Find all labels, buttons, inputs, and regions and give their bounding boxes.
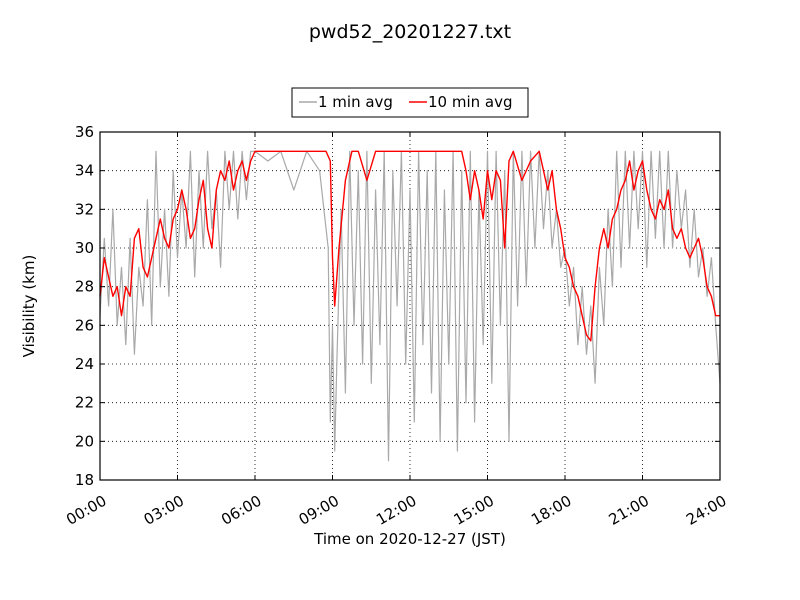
y-axis-label: Visibility (km) xyxy=(20,255,38,358)
y-tick-label: 32 xyxy=(75,200,94,218)
y-tick-label: 36 xyxy=(75,123,94,141)
chart-title: pwd52_20201227.txt xyxy=(309,21,511,43)
series-line-1min xyxy=(99,150,721,462)
y-tick-label: 26 xyxy=(75,316,94,334)
legend-label-10min: 10 min avg xyxy=(428,93,513,111)
x-axis-label: Time on 2020-12-27 (JST) xyxy=(313,530,506,548)
y-tick-label: 18 xyxy=(75,471,94,489)
series-line-10min xyxy=(99,150,720,342)
legend: 1 min avg 10 min avg xyxy=(291,87,529,118)
y-axis: 18 20 22 24 26 28 30 32 34 36 xyxy=(75,123,720,489)
series-group xyxy=(99,150,721,462)
y-tick-label: 24 xyxy=(75,355,94,373)
legend-label-1min: 1 min avg xyxy=(318,93,393,111)
y-tick-label: 28 xyxy=(75,278,94,296)
y-tick-label: 30 xyxy=(75,239,94,257)
y-tick-label: 20 xyxy=(75,432,94,450)
y-tick-label: 22 xyxy=(75,394,94,412)
y-tick-label: 34 xyxy=(75,162,94,180)
